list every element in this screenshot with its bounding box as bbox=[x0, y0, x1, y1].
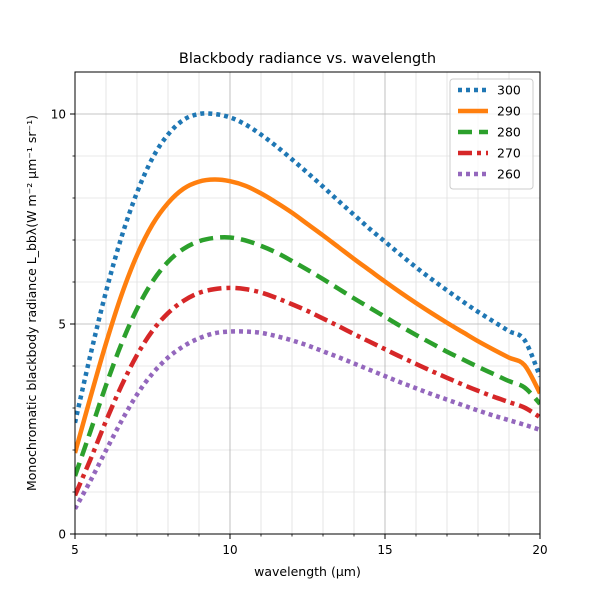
series-line-290 bbox=[75, 177, 540, 454]
y-tick-label: 10 bbox=[51, 108, 66, 122]
x-tick-label: 15 bbox=[377, 543, 392, 557]
series-line-280 bbox=[75, 235, 540, 477]
series-line-300 bbox=[75, 111, 540, 424]
series-group bbox=[75, 111, 540, 510]
legend-label-290: 290 bbox=[497, 104, 521, 119]
x-tick-label: 20 bbox=[532, 543, 547, 557]
axes-frame bbox=[74, 71, 541, 535]
legend-label-270: 270 bbox=[497, 146, 521, 161]
x-axis-label: wavelength (μm) bbox=[254, 564, 361, 579]
legend-label-280: 280 bbox=[497, 125, 521, 140]
series-line-270 bbox=[75, 285, 540, 497]
y-axis-label: Monochromatic blackbody radiance L_bbλ(W… bbox=[24, 115, 39, 491]
legend-label-260: 260 bbox=[497, 167, 521, 182]
y-tick-label: 5 bbox=[58, 318, 66, 332]
legend: 300 290 280 270 260 bbox=[449, 78, 534, 190]
chart-title: Blackbody radiance vs. wavelength bbox=[179, 51, 436, 67]
x-tick-label: 5 bbox=[71, 543, 79, 557]
legend-label-300: 300 bbox=[497, 83, 521, 98]
legend-box bbox=[449, 78, 534, 190]
x-tick-label: 10 bbox=[222, 543, 237, 557]
y-tick-label: 0 bbox=[58, 528, 66, 542]
